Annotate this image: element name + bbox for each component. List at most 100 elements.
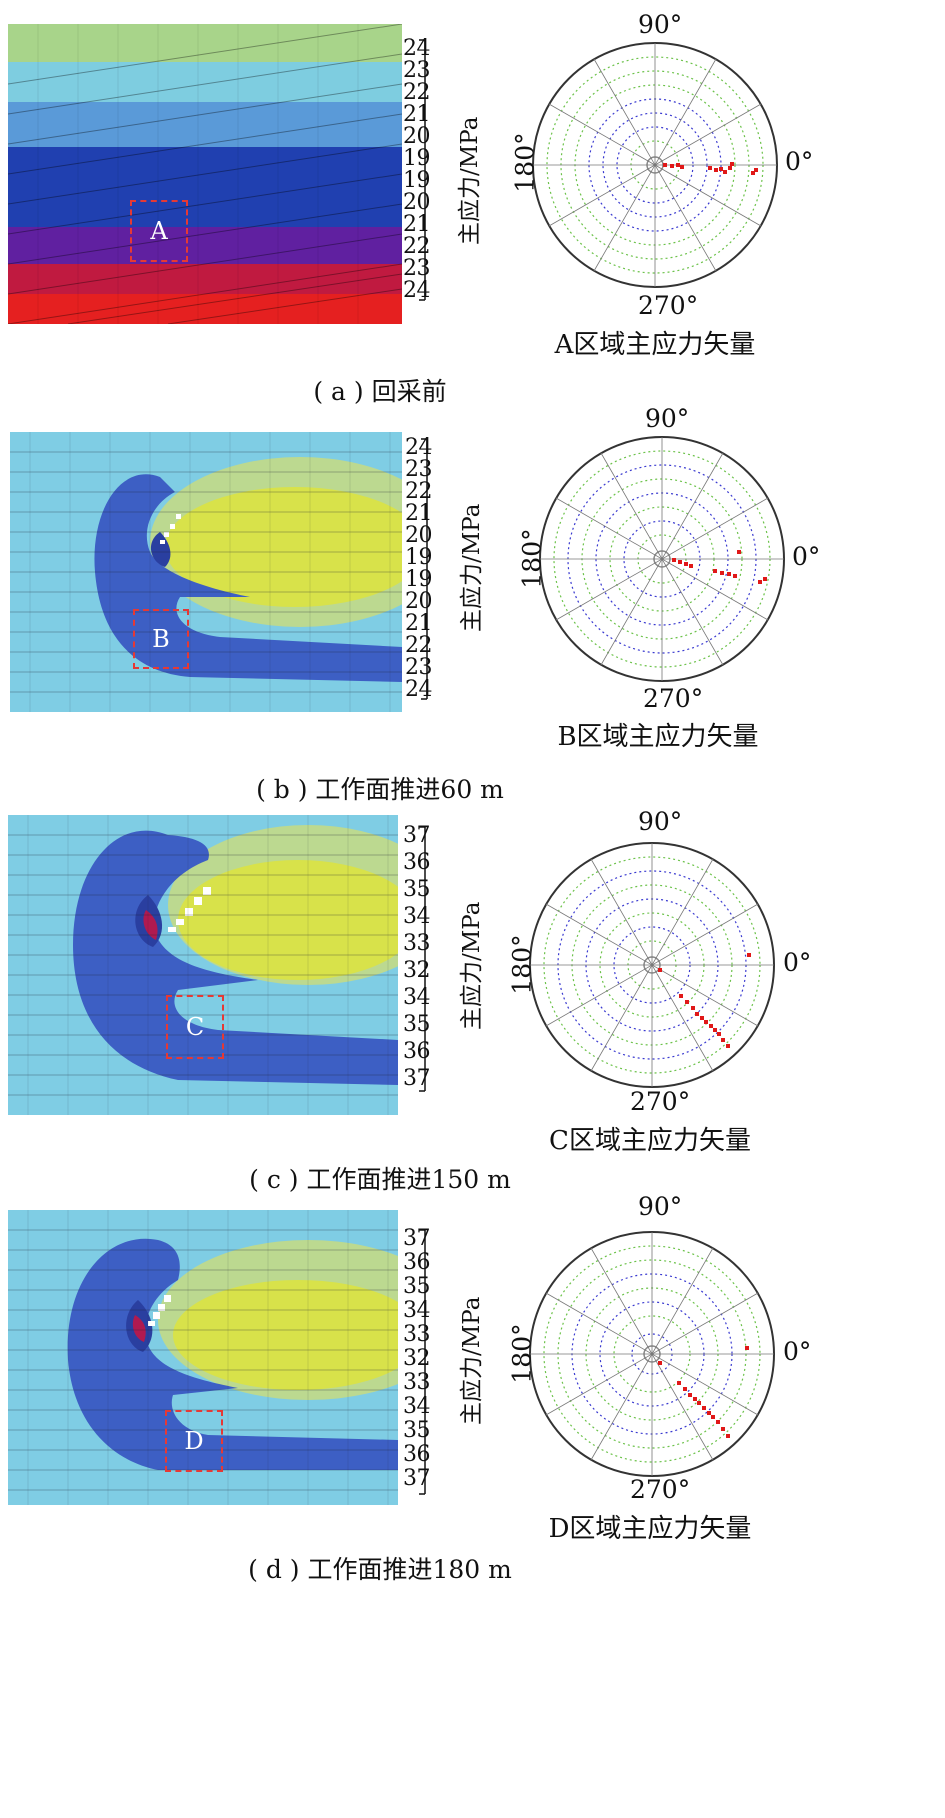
angle-90-d: 90°: [638, 1192, 683, 1221]
scale-tick: 34: [403, 1298, 431, 1323]
angle-270-d: 270°: [630, 1475, 691, 1504]
axis-title-c: 主应力/MPa: [459, 901, 485, 1030]
angle-180-d: 180°: [507, 1323, 537, 1384]
scale-tick: 19: [405, 545, 433, 570]
polar-plot-a: [532, 42, 778, 288]
scale-tick: 23: [403, 58, 431, 83]
scale-axis-b: [421, 438, 428, 700]
scale-tick: 36: [403, 1250, 431, 1275]
scale-tick: 20: [405, 523, 433, 548]
scale-tick: 36: [403, 850, 431, 875]
scale-tick: 35: [403, 1274, 431, 1299]
contour-plot-a: [8, 24, 402, 324]
vector-caption-d: D区域主应力矢量: [548, 1514, 752, 1544]
stress-contour-b: [10, 432, 402, 712]
angle-0-a: 0°: [785, 147, 814, 176]
panel-b: B 24 23 22 21 20 19 19 20 21 22 23 24 主应…: [0, 404, 945, 804]
stress-scale-a: 24 23 22 21 20 19 19 20 21 22 23 24: [403, 38, 443, 302]
polar-plot-b: [539, 436, 785, 682]
region-a-marker: A: [130, 200, 188, 262]
scale-tick: 23: [405, 655, 433, 680]
scale-tick: 22: [405, 479, 433, 504]
scale-tick: 24: [405, 435, 433, 460]
scale-tick: 20: [405, 589, 433, 614]
angle-180-b: 180°: [517, 528, 547, 589]
scale-tick: 21: [403, 212, 431, 237]
scale-tick: 24: [403, 36, 431, 61]
region-c-label: C: [185, 1013, 205, 1041]
scale-axis-d: [419, 1229, 426, 1495]
panel-d: D 37 36 35 34 33 32 33 34 35 36 37 主应力/M…: [0, 1192, 945, 1818]
angle-180-a: 180°: [510, 132, 540, 193]
polar-plot-d: [529, 1231, 775, 1477]
scale-tick: 34: [403, 985, 431, 1010]
scale-tick: 19: [405, 567, 433, 592]
angle-0-c: 0°: [783, 948, 812, 977]
polar-plot-c: [529, 842, 775, 1088]
scale-tick: 24: [403, 278, 431, 303]
scale-tick: 21: [405, 611, 433, 636]
region-d-marker: D: [165, 1410, 223, 1472]
figure-caption-b: ( b ) 工作面推进60 m: [256, 775, 504, 804]
scale-tick: 20: [403, 124, 431, 149]
scale-tick: 19: [403, 146, 431, 171]
scale-tick: 35: [403, 877, 431, 902]
scale-tick: 36: [403, 1442, 431, 1467]
stress-contour-a: [8, 24, 402, 324]
panel-c: C 37 36 35 34 33 32 34 35 36 37 主应力/MPa: [0, 805, 945, 1200]
region-b-label: B: [152, 625, 170, 653]
scale-tick: 20: [403, 190, 431, 215]
scale-axis-a: [419, 39, 426, 301]
scale-tick: 33: [403, 931, 431, 956]
angle-270-c: 270°: [630, 1087, 691, 1116]
scale-tick: 23: [403, 256, 431, 281]
scale-tick: 32: [403, 1346, 431, 1371]
angle-90-c: 90°: [638, 807, 683, 836]
scale-tick: 35: [403, 1418, 431, 1443]
scale-tick: 37: [403, 823, 431, 848]
axis-title-a: 主应力/MPa: [457, 116, 483, 245]
scale-tick: 33: [403, 1370, 431, 1395]
scale-axis-c: [419, 826, 426, 1092]
region-b-marker: B: [133, 609, 189, 669]
axis-title-b: 主应力/MPa: [459, 503, 485, 632]
vector-caption-a: A区域主应力矢量: [554, 330, 756, 360]
scale-tick: 34: [403, 1394, 431, 1419]
scale-tick: 32: [403, 958, 431, 983]
scale-tick: 22: [403, 234, 431, 259]
scale-tick: 22: [403, 80, 431, 105]
figure-caption-a: ( a ) 回采前: [313, 377, 447, 406]
vector-caption-b: B区域主应力矢量: [557, 722, 759, 752]
axis-title-d: 主应力/MPa: [459, 1296, 485, 1425]
contour-plot-c: [8, 815, 398, 1115]
stress-scale-b: 24 23 22 21 20 19 19 20 21 22 23 24: [405, 437, 445, 701]
scale-tick: 37: [403, 1066, 431, 1091]
scale-tick: 34: [403, 904, 431, 929]
scale-tick: 21: [403, 102, 431, 127]
angle-90-a: 90°: [638, 10, 683, 39]
stress-scale-c: 37 36 35 34 33 32 34 35 36 37: [403, 825, 443, 1093]
angle-180-c: 180°: [507, 934, 537, 995]
stress-contour-d: [8, 1210, 398, 1505]
scale-tick: 24: [405, 677, 433, 702]
angle-270-b: 270°: [643, 684, 704, 713]
scale-tick: 37: [403, 1226, 431, 1251]
contour-plot-b: [10, 432, 402, 712]
stress-scale-d: 37 36 35 34 33 32 33 34 35 36 37: [403, 1228, 443, 1496]
region-d-label: D: [184, 1427, 204, 1455]
panel-a: A 24 23 22 21 20 19 19 20 21 22 23 24 主应…: [0, 0, 945, 420]
angle-270-a: 270°: [638, 291, 699, 320]
scale-tick: 35: [403, 1012, 431, 1037]
contour-plot-d: [8, 1210, 398, 1505]
region-c-marker: C: [166, 995, 224, 1059]
region-a-label: A: [150, 217, 168, 245]
scale-tick: 37: [403, 1466, 431, 1491]
scale-tick: 21: [405, 501, 433, 526]
scale-tick: 22: [405, 633, 433, 658]
scale-tick: 33: [403, 1322, 431, 1347]
scale-tick: 36: [403, 1039, 431, 1064]
stress-contour-c: [8, 815, 398, 1115]
angle-0-b: 0°: [792, 542, 821, 571]
vector-caption-c: C区域主应力矢量: [549, 1126, 751, 1156]
scale-tick: 19: [403, 168, 431, 193]
